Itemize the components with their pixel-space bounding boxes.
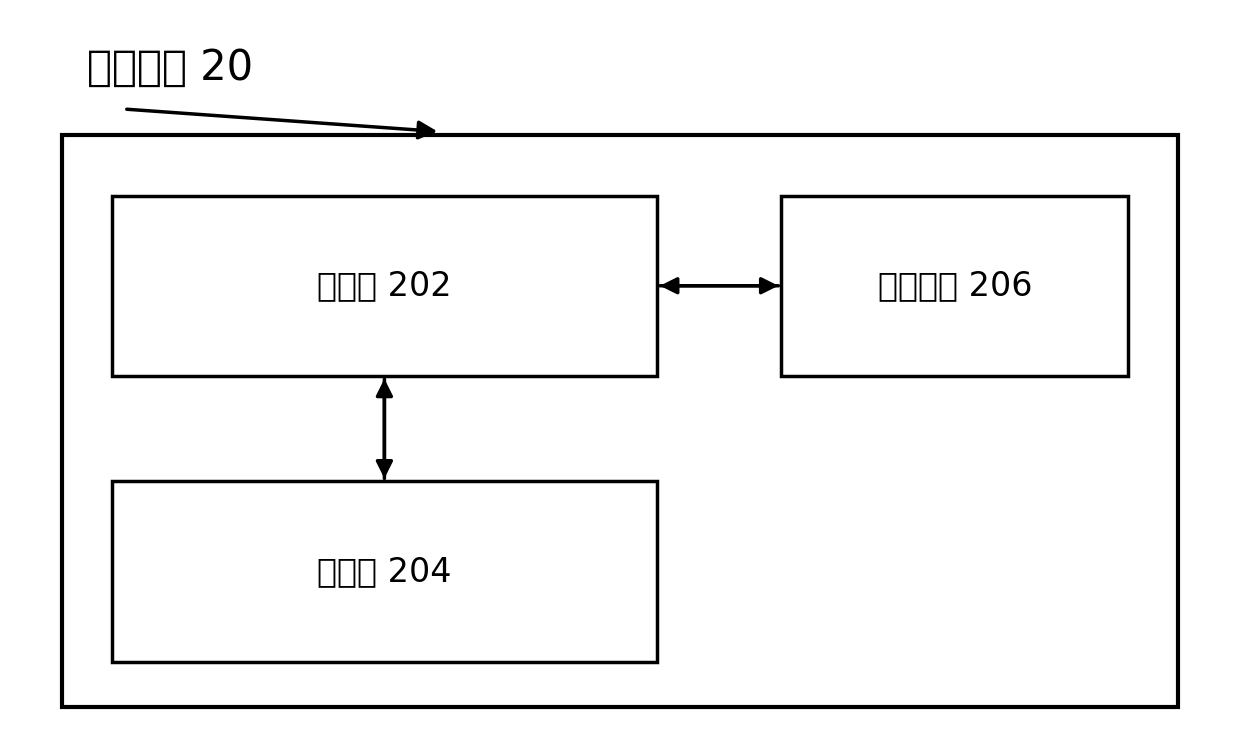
Text: 处理器 202: 处理器 202	[317, 269, 451, 302]
Bar	[781, 196, 1128, 376]
Bar	[112, 481, 657, 662]
Text: 移动终端 20: 移动终端 20	[87, 47, 253, 89]
Text: 存储器 204: 存储器 204	[317, 555, 451, 588]
Bar	[112, 196, 657, 376]
Text: 传输装置 206: 传输装置 206	[878, 269, 1032, 302]
Bar	[62, 135, 1178, 707]
